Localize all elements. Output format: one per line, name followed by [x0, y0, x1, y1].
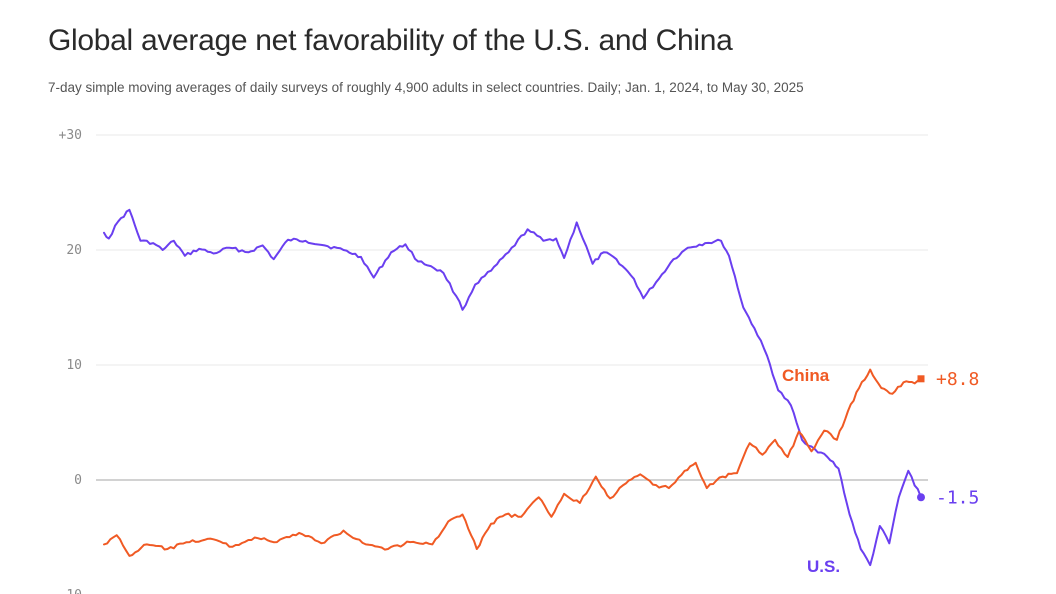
grid-layer: +30 20 10 0 -10: [59, 128, 928, 594]
us-series-label: U.S.: [807, 557, 840, 576]
series-line-china: [103, 368, 922, 557]
china-end-point: [917, 375, 925, 383]
series-line-us: [103, 208, 922, 567]
us-end-point: [917, 493, 925, 502]
series-layer: [103, 208, 925, 567]
y-tick-label: -10: [59, 588, 82, 594]
y-tick-label: +30: [59, 128, 82, 143]
chart-subtitle: 7-day simple moving averages of daily su…: [48, 80, 804, 95]
china-end-value-label: +8.8: [936, 369, 979, 390]
y-tick-label: 10: [66, 358, 82, 373]
us-end-value-label: -1.5: [936, 487, 979, 508]
chart-title: Global average net favorability of the U…: [48, 24, 733, 57]
y-tick-label: 0: [74, 473, 82, 488]
label-layer: -1.5 U.S. +8.8 China: [782, 366, 979, 576]
y-tick-label: 20: [66, 243, 82, 258]
china-series-label: China: [782, 366, 830, 385]
